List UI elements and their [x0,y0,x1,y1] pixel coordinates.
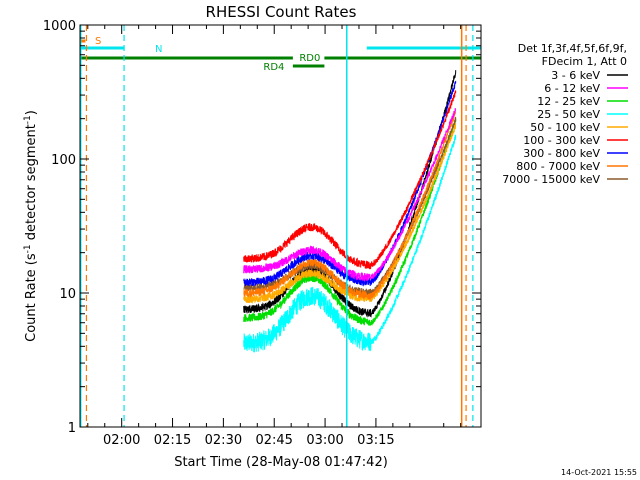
x-tick-label: 03:00 [306,433,343,448]
series-line [243,80,457,287]
legend-label: 6 - 12 keV [544,82,600,95]
y-axis-ticks: 1 10 100 1000 [43,19,481,436]
x-tick-label: 03:15 [357,433,394,448]
x-tick-label: 02:00 [103,433,140,448]
legend-label: 300 - 800 keV [523,147,600,160]
legend-label: 100 - 300 keV [523,134,600,147]
rd0-annotation: RD0 [299,53,320,64]
series-line [243,109,457,300]
y-axis-label: Count Rate (s-1 detector segment-1) [23,110,39,342]
y-tick-label: 1 [68,421,76,436]
series-line [243,90,457,270]
x-axis-label: Start Time (28-May-08 01:47:42) [174,455,388,470]
rd4-annotation: RD4 [263,62,284,73]
chart-title: RHESSI Count Rates [206,3,357,21]
legend-header-line2: FDecim 1, Att 0 [542,55,627,68]
legend-label: 12 - 25 keV [537,95,600,108]
y-label-sup: -1 [23,244,33,253]
series-line [243,118,457,327]
plot-frame [79,24,482,428]
series-line [243,107,457,283]
legend-label: 25 - 50 keV [537,108,600,121]
s-annotation: S [95,36,101,47]
y-label-close: ) [24,110,39,115]
y-tick-label: 10 [59,287,76,302]
x-tick-label: 02:45 [255,433,292,448]
x-axis-ticks: 02:00 02:15 02:30 02:45 03:00 03:15 [87,25,462,448]
legend-label: 7000 - 15000 keV [502,173,600,186]
y-tick-label: 1000 [43,19,76,34]
y-label-tail: detector segment [24,124,39,244]
y-tick-label: 100 [51,153,76,168]
x-tick-label: 02:30 [205,433,242,448]
y-label-sup2: -1 [23,115,33,124]
timestamp: 14-Oct-2021 15:55 [561,468,637,477]
legend-label: 50 - 100 keV [530,121,600,134]
series-line [243,123,457,304]
event-markers [79,25,474,427]
legend-label: 800 - 7000 keV [516,160,600,173]
x-tick-label: 02:15 [154,433,191,448]
n-annotation: N [155,44,162,55]
series-line [243,134,457,353]
state-bands: S N RD0 RD4 [80,36,481,73]
series-layer [243,70,457,353]
legend-label: 3 - 6 keV [551,69,600,82]
legend-header-line1: Det 1f,3f,4f,5f,6f,9f, [518,42,627,55]
y-label-main: Count Rate (s [24,253,39,342]
